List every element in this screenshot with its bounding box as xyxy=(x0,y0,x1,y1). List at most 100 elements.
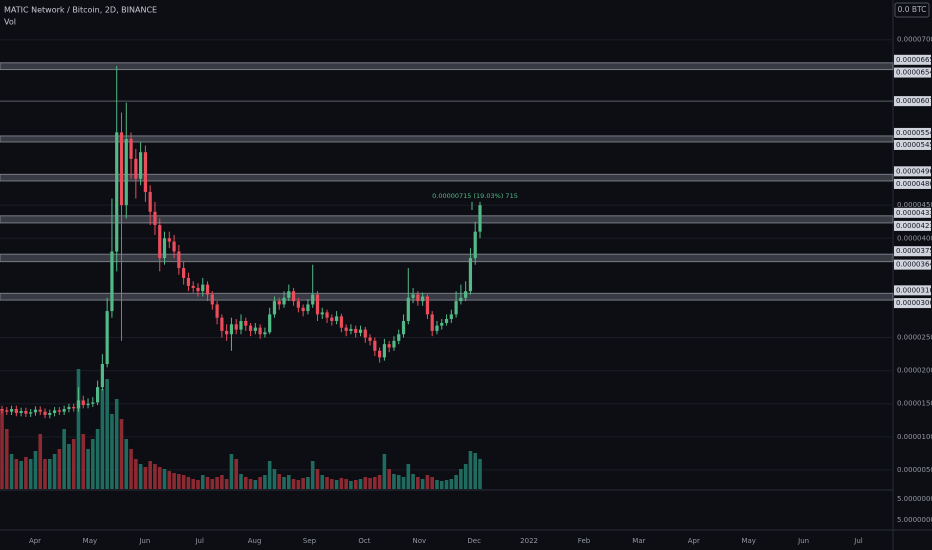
candle-body xyxy=(421,296,425,302)
candle-body xyxy=(464,291,468,298)
candle-body xyxy=(225,330,229,335)
volume-bar xyxy=(306,477,310,489)
candle-body xyxy=(406,297,410,321)
candle-body xyxy=(440,322,444,326)
zone xyxy=(0,173,894,182)
candle-body xyxy=(158,225,162,259)
price-label-box xyxy=(894,220,931,231)
price-label-box xyxy=(894,285,931,296)
candle-body xyxy=(397,334,401,341)
volume-bar xyxy=(57,449,62,489)
x-tick-label: Aug xyxy=(248,537,262,545)
volume-bar xyxy=(248,479,253,489)
volume-bar xyxy=(310,461,315,489)
price-label-box xyxy=(894,298,931,309)
volume-bar xyxy=(110,414,114,489)
price-label: 0.00004232 xyxy=(896,222,932,230)
volume-bar xyxy=(239,474,243,489)
candle-body xyxy=(392,340,396,348)
volume-bar xyxy=(86,449,90,489)
currency-button-label[interactable]: 0.0 BTC xyxy=(898,5,927,14)
candle-body xyxy=(401,320,406,335)
volume-bar xyxy=(430,477,434,489)
volume-bar xyxy=(28,459,33,489)
candle-body xyxy=(72,407,76,409)
candle-body xyxy=(239,320,243,330)
candle-body xyxy=(29,412,33,414)
volume-bar xyxy=(153,464,157,489)
volume-label: Vol xyxy=(4,18,16,27)
candle-body xyxy=(62,409,66,412)
volume-bar xyxy=(301,478,305,489)
volume-bar xyxy=(267,461,272,489)
candle-body xyxy=(191,285,195,288)
volume-bar xyxy=(258,477,262,489)
candle-body xyxy=(119,132,124,206)
volume-bar xyxy=(124,439,129,489)
volume-bar xyxy=(224,479,229,489)
x-tick-label: May xyxy=(83,537,97,545)
volume-bar xyxy=(43,459,47,489)
volume-bar xyxy=(129,449,133,489)
price-label-box xyxy=(894,207,931,218)
x-tick-label: Jun xyxy=(138,537,150,545)
candle-body xyxy=(459,297,463,302)
y-tick-label: 0.00001500 xyxy=(897,400,932,408)
candle-body xyxy=(325,312,329,318)
price-label: 0.00003759 xyxy=(896,247,932,255)
zone xyxy=(0,292,894,301)
volume-bar xyxy=(253,480,258,489)
volume-bar xyxy=(0,409,4,489)
volume-bar xyxy=(95,429,100,489)
volume-bar xyxy=(196,480,200,489)
candle-body xyxy=(162,238,167,259)
zone xyxy=(0,135,894,143)
candle-body xyxy=(282,297,286,305)
candle-body xyxy=(43,411,47,415)
volume-axis-label: 5.00000000 xyxy=(897,516,932,524)
volume-bar xyxy=(67,444,71,489)
volume-bar xyxy=(353,480,358,489)
candle-body xyxy=(182,268,186,278)
candle-body xyxy=(14,409,18,413)
volume-bar xyxy=(396,475,401,489)
price-label: 0.00004339 xyxy=(896,209,932,217)
volume-bar xyxy=(272,469,277,489)
volume-bar xyxy=(330,479,334,489)
volume-bar xyxy=(19,461,23,489)
volume-bar xyxy=(220,475,224,489)
volume-bar xyxy=(334,480,339,489)
volume-axis-label: 5.00000000 xyxy=(897,495,932,503)
currency-button[interactable] xyxy=(894,2,930,18)
candle-body xyxy=(468,258,473,292)
volume-bar xyxy=(454,475,458,489)
volume-bar xyxy=(205,477,210,489)
candle-body xyxy=(368,337,372,341)
x-tick-label: Apr xyxy=(29,537,41,545)
x-tick-label: Jul xyxy=(194,537,204,545)
price-label: 0.00004866 xyxy=(896,180,932,188)
volume-bar xyxy=(215,477,219,489)
volume-bar xyxy=(33,451,38,489)
volume-bar xyxy=(162,469,167,489)
candle-body xyxy=(354,328,358,333)
volume-bar xyxy=(234,459,239,489)
candle-body xyxy=(167,238,171,242)
candle-body xyxy=(320,312,324,315)
candle-body xyxy=(57,410,61,412)
candle-body xyxy=(177,251,181,269)
volume-bar xyxy=(392,474,396,489)
volume-bar xyxy=(167,471,172,489)
volume-bar xyxy=(24,457,28,489)
candle-body xyxy=(315,294,320,315)
candle-body xyxy=(244,320,248,326)
volume-bar xyxy=(263,475,267,489)
candle-body xyxy=(105,311,109,365)
candle-body xyxy=(335,316,339,321)
x-tick-label: Mar xyxy=(632,537,645,545)
candle-body xyxy=(96,387,100,403)
candle-body xyxy=(425,296,430,315)
y-tick-label: 0.00007000 xyxy=(897,36,932,44)
volume-bar xyxy=(463,464,468,489)
